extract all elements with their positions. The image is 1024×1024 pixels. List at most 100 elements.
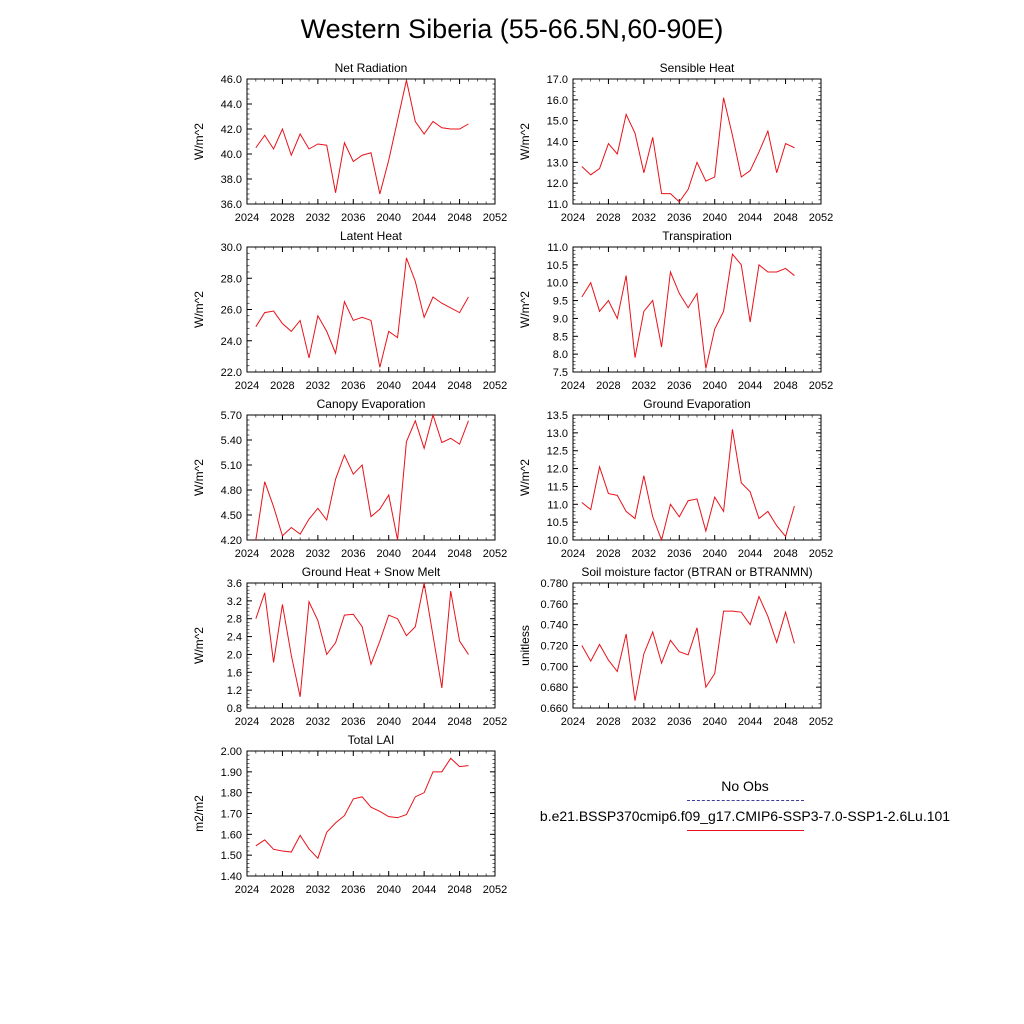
- data-point: [785, 612, 786, 613]
- x-tick-label: 2044: [412, 884, 436, 896]
- y-tick-label: 1.2: [227, 685, 242, 697]
- data-point: [441, 771, 442, 772]
- x-tick-label: 2024: [235, 716, 259, 728]
- x-tick-label: 2032: [632, 548, 656, 560]
- data-point: [696, 162, 697, 163]
- x-tick-label: 2052: [483, 380, 507, 392]
- data-point: [767, 511, 768, 512]
- x-tick-label: 2036: [667, 548, 691, 560]
- data-point: [370, 152, 371, 153]
- data-point: [397, 337, 398, 338]
- data-point: [767, 616, 768, 617]
- y-tick-label: 0.700: [540, 661, 568, 673]
- chart-title: Soil moisture factor (BTRAN or BTRANMN): [581, 565, 812, 579]
- x-tick-label: 2040: [702, 212, 726, 224]
- data-point: [670, 504, 671, 505]
- data-point: [273, 662, 274, 663]
- data-point: [750, 491, 751, 492]
- plot-frame: [572, 246, 822, 373]
- legend-label-model: b.e21.BSSP370cmip6.f09_g17.CMIP6-SSP3-7.…: [539, 808, 951, 824]
- x-tick-label: 2052: [483, 884, 507, 896]
- plot-frame: [572, 582, 822, 709]
- data-point: [317, 315, 318, 316]
- data-point: [581, 166, 582, 167]
- y-tick-label: 2.0: [227, 649, 242, 661]
- x-tick-label: 2044: [412, 548, 436, 560]
- data-point: [424, 317, 425, 318]
- data-point: [652, 516, 653, 517]
- series-line: [581, 97, 795, 203]
- y-tick-label: 11.0: [547, 199, 568, 211]
- data-point: [432, 121, 433, 122]
- data-point: [282, 604, 283, 605]
- data-point: [599, 311, 600, 312]
- y-tick-label: 13.0: [547, 428, 568, 440]
- x-tick-label: 2032: [306, 380, 330, 392]
- y-tick-label: 11.0: [547, 499, 568, 511]
- data-point: [634, 518, 635, 519]
- y-tick-label: 11.0: [547, 242, 568, 254]
- data-point: [441, 687, 442, 688]
- x-tick-label: 2040: [376, 380, 400, 392]
- y-axis-label: W/m^2: [518, 459, 532, 496]
- legend-line-obs: [687, 800, 804, 801]
- data-point: [679, 201, 680, 202]
- x-tick-label: 2032: [632, 716, 656, 728]
- data-point: [705, 368, 706, 369]
- x-tick-label: 2028: [270, 212, 294, 224]
- data-point: [758, 596, 759, 597]
- y-tick-label: 1.40: [221, 871, 242, 883]
- y-axis-label: unitless: [518, 625, 532, 666]
- data-point: [432, 771, 433, 772]
- data-point: [634, 700, 635, 701]
- data-point: [326, 331, 327, 332]
- data-point: [670, 193, 671, 194]
- data-point: [300, 696, 301, 697]
- data-point: [362, 464, 363, 465]
- data-point: [741, 176, 742, 177]
- y-tick-label: 44.0: [221, 99, 242, 111]
- chart-canopy-evaporation: 2024 2028 2032 2036 2040 2044 2048 2052 4.20 4.50…: [192, 397, 507, 560]
- x-tick-label: 2032: [632, 212, 656, 224]
- x-tick-label: 2048: [447, 716, 471, 728]
- data-point: [406, 257, 407, 258]
- y-tick-label: 4.80: [221, 485, 242, 497]
- x-tick-label: 2036: [341, 548, 365, 560]
- plot-frame: [246, 246, 496, 373]
- x-tick-label: 2028: [270, 716, 294, 728]
- chart-title: Total LAI: [348, 733, 395, 747]
- series-line: [255, 582, 469, 697]
- data-point: [291, 331, 292, 332]
- data-point: [282, 128, 283, 129]
- data-point: [300, 133, 301, 134]
- x-tick-label: 2052: [809, 716, 833, 728]
- y-tick-label: 3.2: [227, 596, 242, 608]
- data-point: [264, 839, 265, 840]
- y-tick-label: 46.0: [221, 74, 242, 86]
- data-point: [353, 161, 354, 162]
- x-tick-label: 2044: [738, 212, 762, 224]
- y-tick-label: 3.6: [227, 578, 242, 590]
- data-point: [388, 615, 389, 616]
- data-point: [432, 635, 433, 636]
- y-tick-label: 17.0: [547, 74, 568, 86]
- plot-frame: [246, 78, 496, 205]
- data-point: [608, 659, 609, 660]
- data-point: [424, 582, 425, 583]
- data-point: [626, 275, 627, 276]
- data-point: [353, 798, 354, 799]
- data-point: [397, 618, 398, 619]
- y-tick-label: 0.8: [227, 703, 242, 715]
- chart-sensible-heat: 2024 2028 2032 2036 2040 2044 2048 2052 11.0 12.0…: [518, 61, 833, 224]
- data-point: [362, 317, 363, 318]
- data-point: [767, 130, 768, 131]
- chart-net-radiation: 2024 2028 2032 2036 2040 2044 2048 2052 36.0 38.0…: [192, 61, 507, 224]
- data-point: [732, 135, 733, 136]
- data-point: [599, 466, 600, 467]
- data-point: [705, 687, 706, 688]
- x-tick-label: 2036: [341, 212, 365, 224]
- data-point: [326, 145, 327, 146]
- data-point: [273, 506, 274, 507]
- data-point: [441, 303, 442, 304]
- data-point: [370, 320, 371, 321]
